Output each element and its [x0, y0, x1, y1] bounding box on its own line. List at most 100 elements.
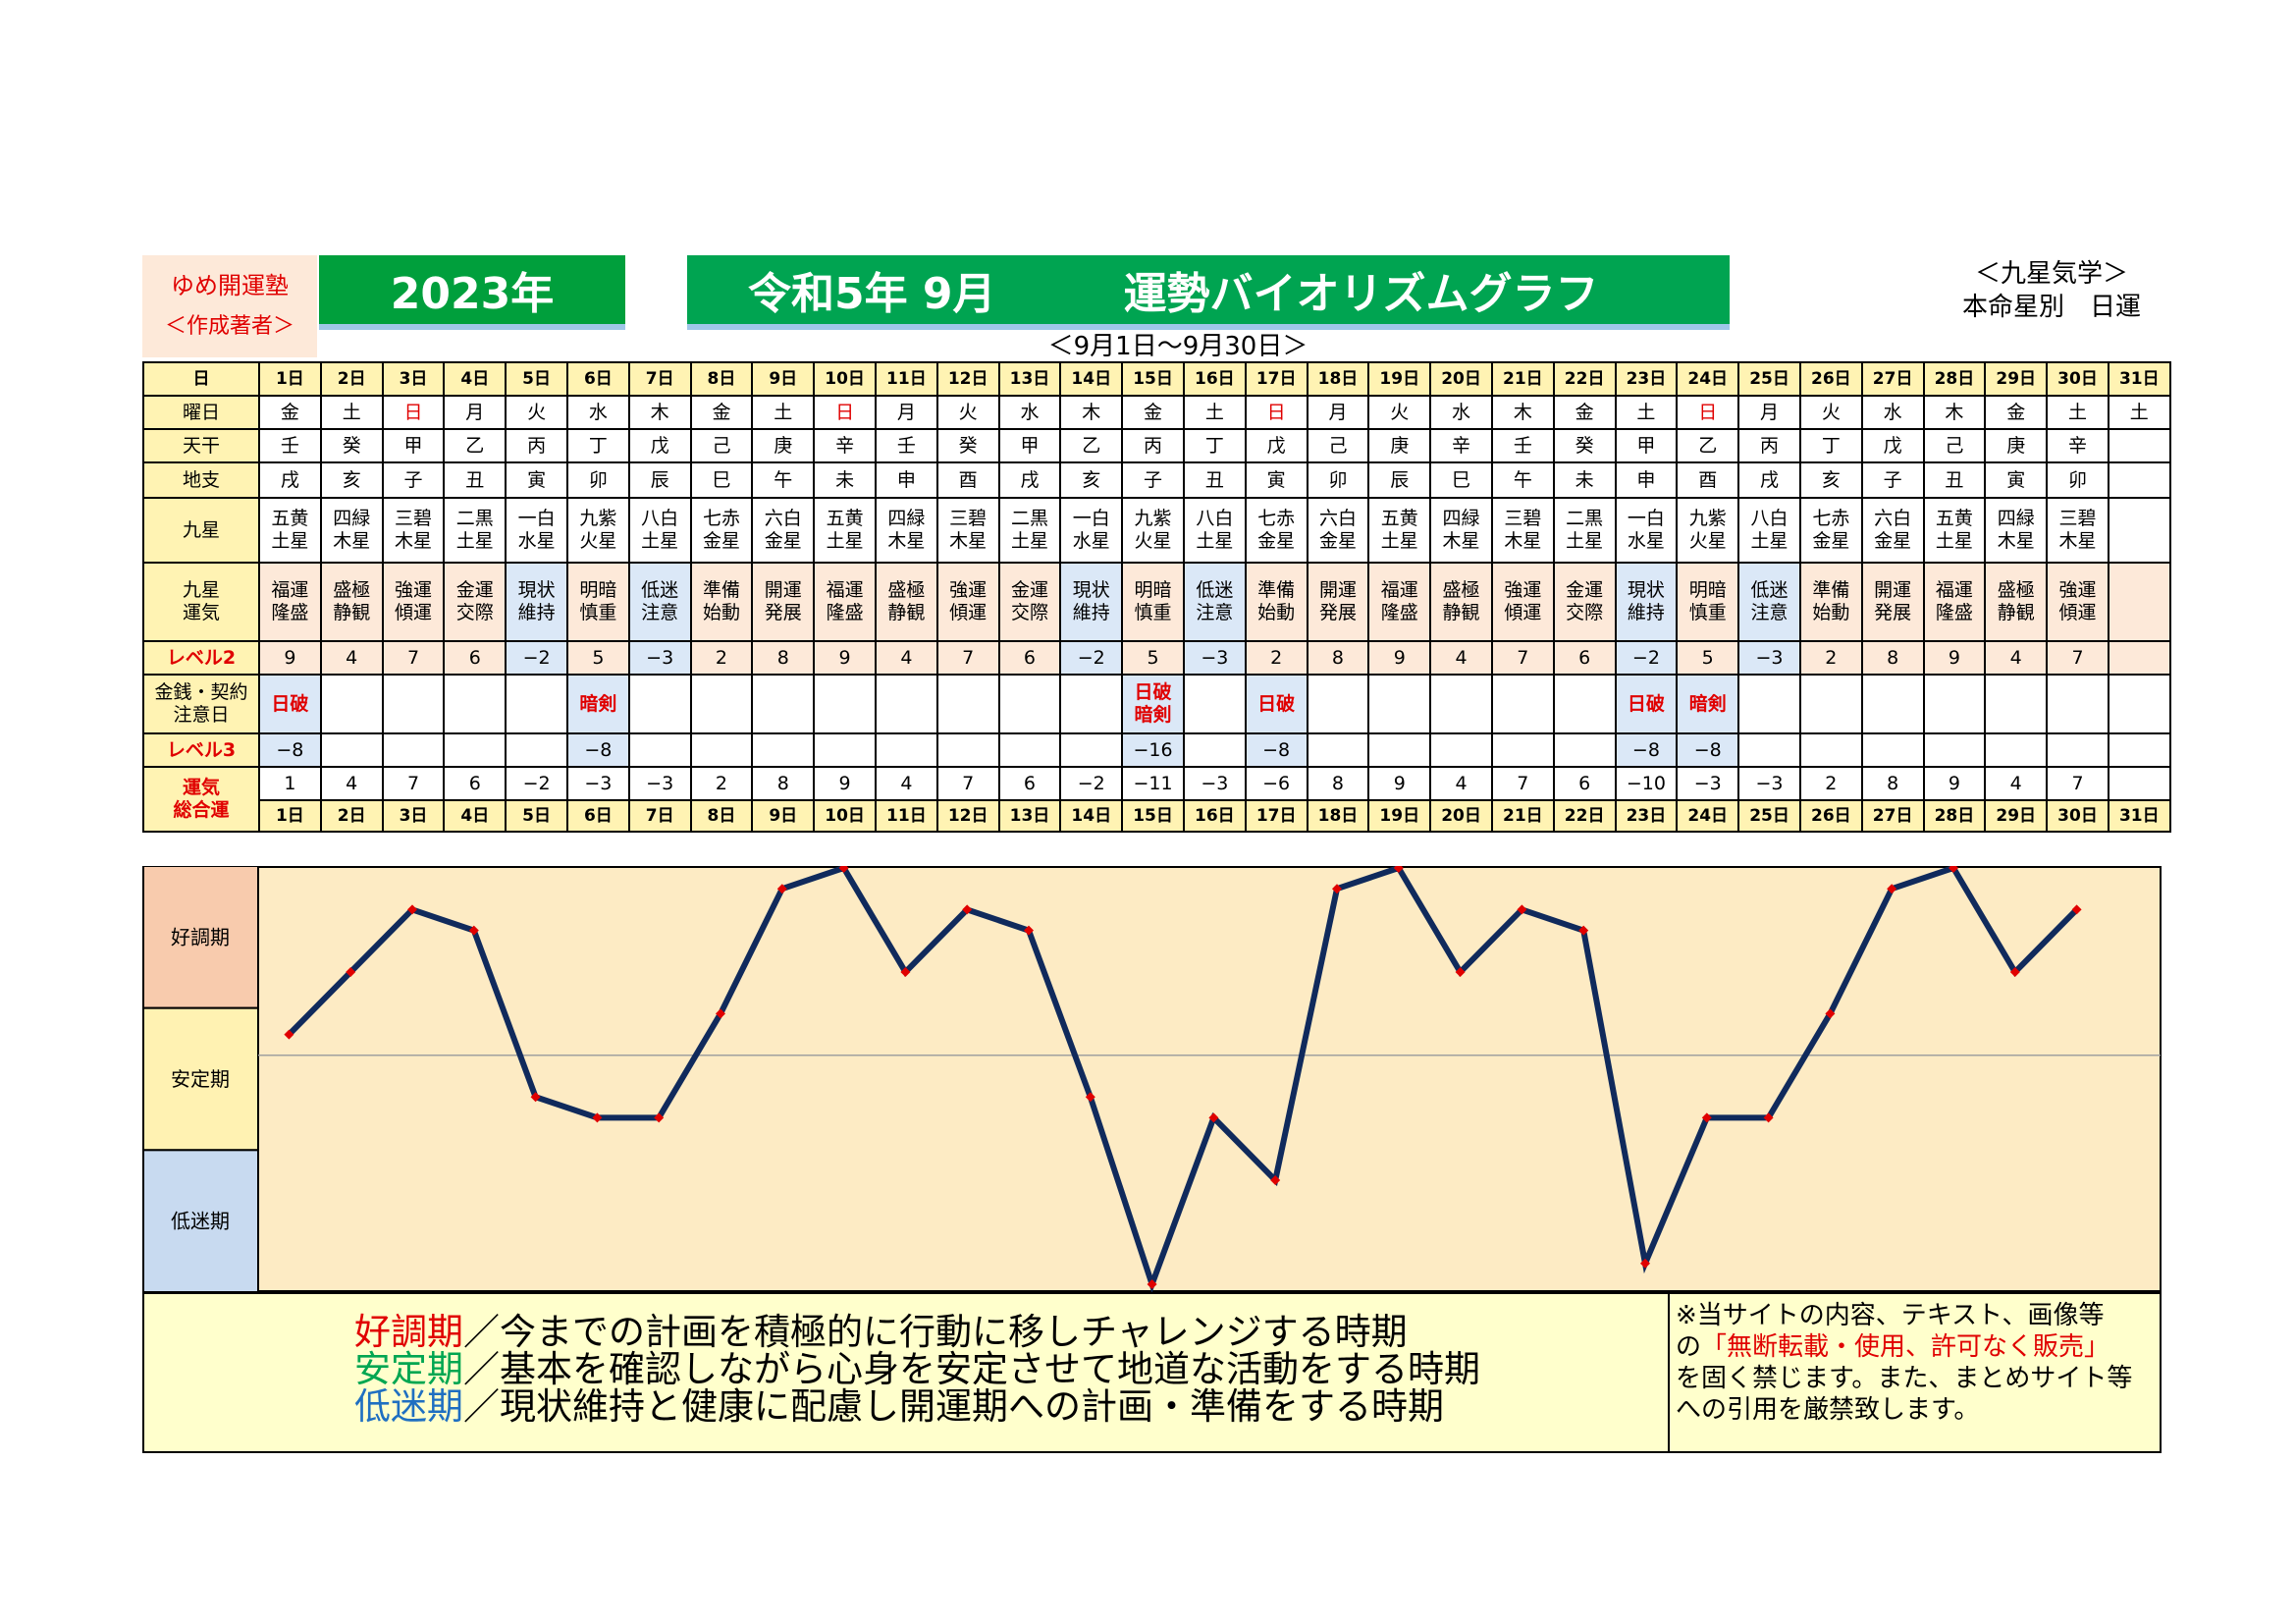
- day-cell-bottom: 12日: [935, 799, 1000, 833]
- level3-cell-text: −8: [1631, 738, 1660, 761]
- tenkan-cell: 辛: [2046, 428, 2109, 463]
- chishi-cell-text: 子: [1144, 468, 1163, 491]
- chishi-cell: 未: [1552, 461, 1617, 499]
- chishi-cell-text: 戌: [280, 468, 299, 491]
- total-cell-text: 7: [406, 772, 420, 794]
- day-cell-bottom: 29日: [1984, 799, 2049, 833]
- unki-cell: 現状 維持: [505, 562, 568, 642]
- kyusei-cell-text: 土星: [1935, 530, 1973, 552]
- row-total-label-text: 運気: [182, 777, 220, 798]
- total-cell: 6: [997, 766, 1062, 801]
- kyusei-cell-text: 六白: [1874, 508, 1912, 529]
- level2-cell: 7: [381, 640, 446, 676]
- unki-cell-text: 低迷: [641, 579, 679, 601]
- level3-cell: [874, 732, 938, 768]
- day-cell-bottom: 11日: [874, 799, 938, 833]
- unki-cell-text: 金運: [1566, 579, 1604, 601]
- weekday-cell-text: 土: [342, 401, 361, 423]
- day-cell-text: 11日: [886, 368, 927, 389]
- level2-cell: 4: [1429, 640, 1493, 676]
- day-cell-bottom-text: 27日: [1872, 805, 1913, 826]
- unki-cell: 強運 傾運: [935, 562, 1000, 642]
- kyusei-cell-text: 金星: [1812, 530, 1850, 552]
- kyusei-cell: 五黄 土星: [1367, 497, 1432, 564]
- unki-cell-text: 維持: [517, 602, 556, 623]
- day-cell-text: 21日: [1503, 368, 1543, 389]
- caution-cell: [443, 674, 507, 734]
- day-cell: 5日: [505, 361, 568, 397]
- chishi-cell: 午: [751, 461, 816, 499]
- tenkan-cell-text: 己: [1328, 434, 1348, 457]
- kyusei-cell-text: 三碧: [949, 508, 988, 529]
- kyusei-cell: 八白 土星: [627, 497, 692, 564]
- chishi-cell: 子: [381, 461, 446, 499]
- unki-cell: 現状 維持: [1059, 562, 1124, 642]
- unki-cell: 強運 傾運: [381, 562, 446, 642]
- data-point: [1393, 863, 1404, 873]
- unki-cell-text: 強運: [949, 579, 988, 601]
- caution-cell: [1552, 674, 1617, 734]
- kyusei-cell: 九紫 火星: [1676, 497, 1740, 564]
- unki-cell-text: 開運: [1874, 579, 1912, 601]
- day-cell: 16日: [1182, 361, 1247, 397]
- level2-cell: −3: [1737, 640, 1801, 676]
- tenkan-cell: 庚: [751, 428, 816, 463]
- unki-cell-text: 福運: [1935, 579, 1973, 601]
- unki-cell-text: 慎重: [1688, 602, 1727, 623]
- caution-cell: [627, 674, 692, 734]
- day-cell-bottom: 26日: [1798, 799, 1863, 833]
- unki-cell-text: 傾運: [2058, 602, 2097, 623]
- level2-cell-text: 7: [406, 646, 420, 669]
- kyusei-cell: 九紫 火星: [565, 497, 630, 564]
- kyusei-cell-text: 水星: [1627, 530, 1665, 552]
- data-point: [407, 904, 417, 915]
- data-point: [1332, 884, 1342, 894]
- tenkan-cell-text: 癸: [342, 434, 361, 457]
- level2-cell: 9: [1922, 640, 1987, 676]
- day-cell: 19日: [1367, 361, 1432, 397]
- level2-cell-text: 8: [1331, 646, 1344, 669]
- caution-cell: 日破 暗剣: [1121, 674, 1185, 734]
- kyusei-cell: 一白 水星: [1614, 497, 1679, 564]
- level2-cell: −2: [1059, 640, 1124, 676]
- level2-cell: 7: [935, 640, 1000, 676]
- chishi-cell-text: 丑: [1945, 468, 1964, 491]
- kyusei-cell-text: 三碧: [2058, 508, 2097, 529]
- unki-cell-text: 注意: [641, 602, 679, 623]
- caution-cell: [1984, 674, 2049, 734]
- data-point: [2009, 967, 2020, 977]
- kyusei-cell-text: 六白: [1318, 508, 1357, 529]
- kyusei-cell: 四緑 木星: [319, 497, 384, 564]
- day-cell-bottom: 1日: [258, 799, 322, 833]
- weekday-cell-text: 月: [896, 401, 916, 423]
- notice-line2-emphasis: 「無断転載・使用、許可なく販売」: [1701, 1332, 2110, 1362]
- day-cell: 11日: [874, 361, 938, 397]
- tenkan-cell: 己: [1922, 428, 1987, 463]
- legend-low: 低迷期／現状維持と健康に配慮し開運期への計画・準備をする時期: [354, 1388, 1668, 1426]
- kyusei-cell-text: 七赤: [702, 508, 740, 529]
- caution-cell: 暗剣: [565, 674, 630, 734]
- chishi-cell: 辰: [627, 461, 692, 499]
- level2-cell-text: 2: [1270, 646, 1283, 669]
- kyusei-cell-text: 火星: [579, 530, 617, 552]
- unki-cell-text: 隆盛: [1935, 602, 1973, 623]
- notice-line2: の「無断転載・使用、許可なく販売」: [1676, 1331, 2160, 1363]
- unki-cell-text: 金運: [1010, 579, 1048, 601]
- day-cell: 14日: [1059, 361, 1124, 397]
- level2-cell: −3: [627, 640, 692, 676]
- unki-cell: 明暗 慎重: [1121, 562, 1185, 642]
- day-cell-bottom-text: 15日: [1133, 805, 1173, 826]
- day-cell-bottom: 28日: [1922, 799, 1987, 833]
- chishi-cell-text: 戌: [1760, 468, 1780, 491]
- weekday-cell-text: 水: [1020, 401, 1040, 423]
- chishi-cell-text: 未: [835, 468, 855, 491]
- chishi-cell-text: 申: [1636, 468, 1656, 491]
- unki-cell-text: 注意: [1196, 602, 1234, 623]
- chishi-cell: 卯: [1306, 461, 1370, 499]
- chishi-cell-text: 申: [896, 468, 916, 491]
- tenkan-cell: 癸: [1552, 428, 1617, 463]
- tenkan-cell-text: 戊: [1266, 434, 1286, 457]
- day-cell-bottom-text: 20日: [1441, 805, 1481, 826]
- row-total-label-text: 総合運: [173, 799, 230, 821]
- day-cell-text: 10日: [825, 368, 865, 389]
